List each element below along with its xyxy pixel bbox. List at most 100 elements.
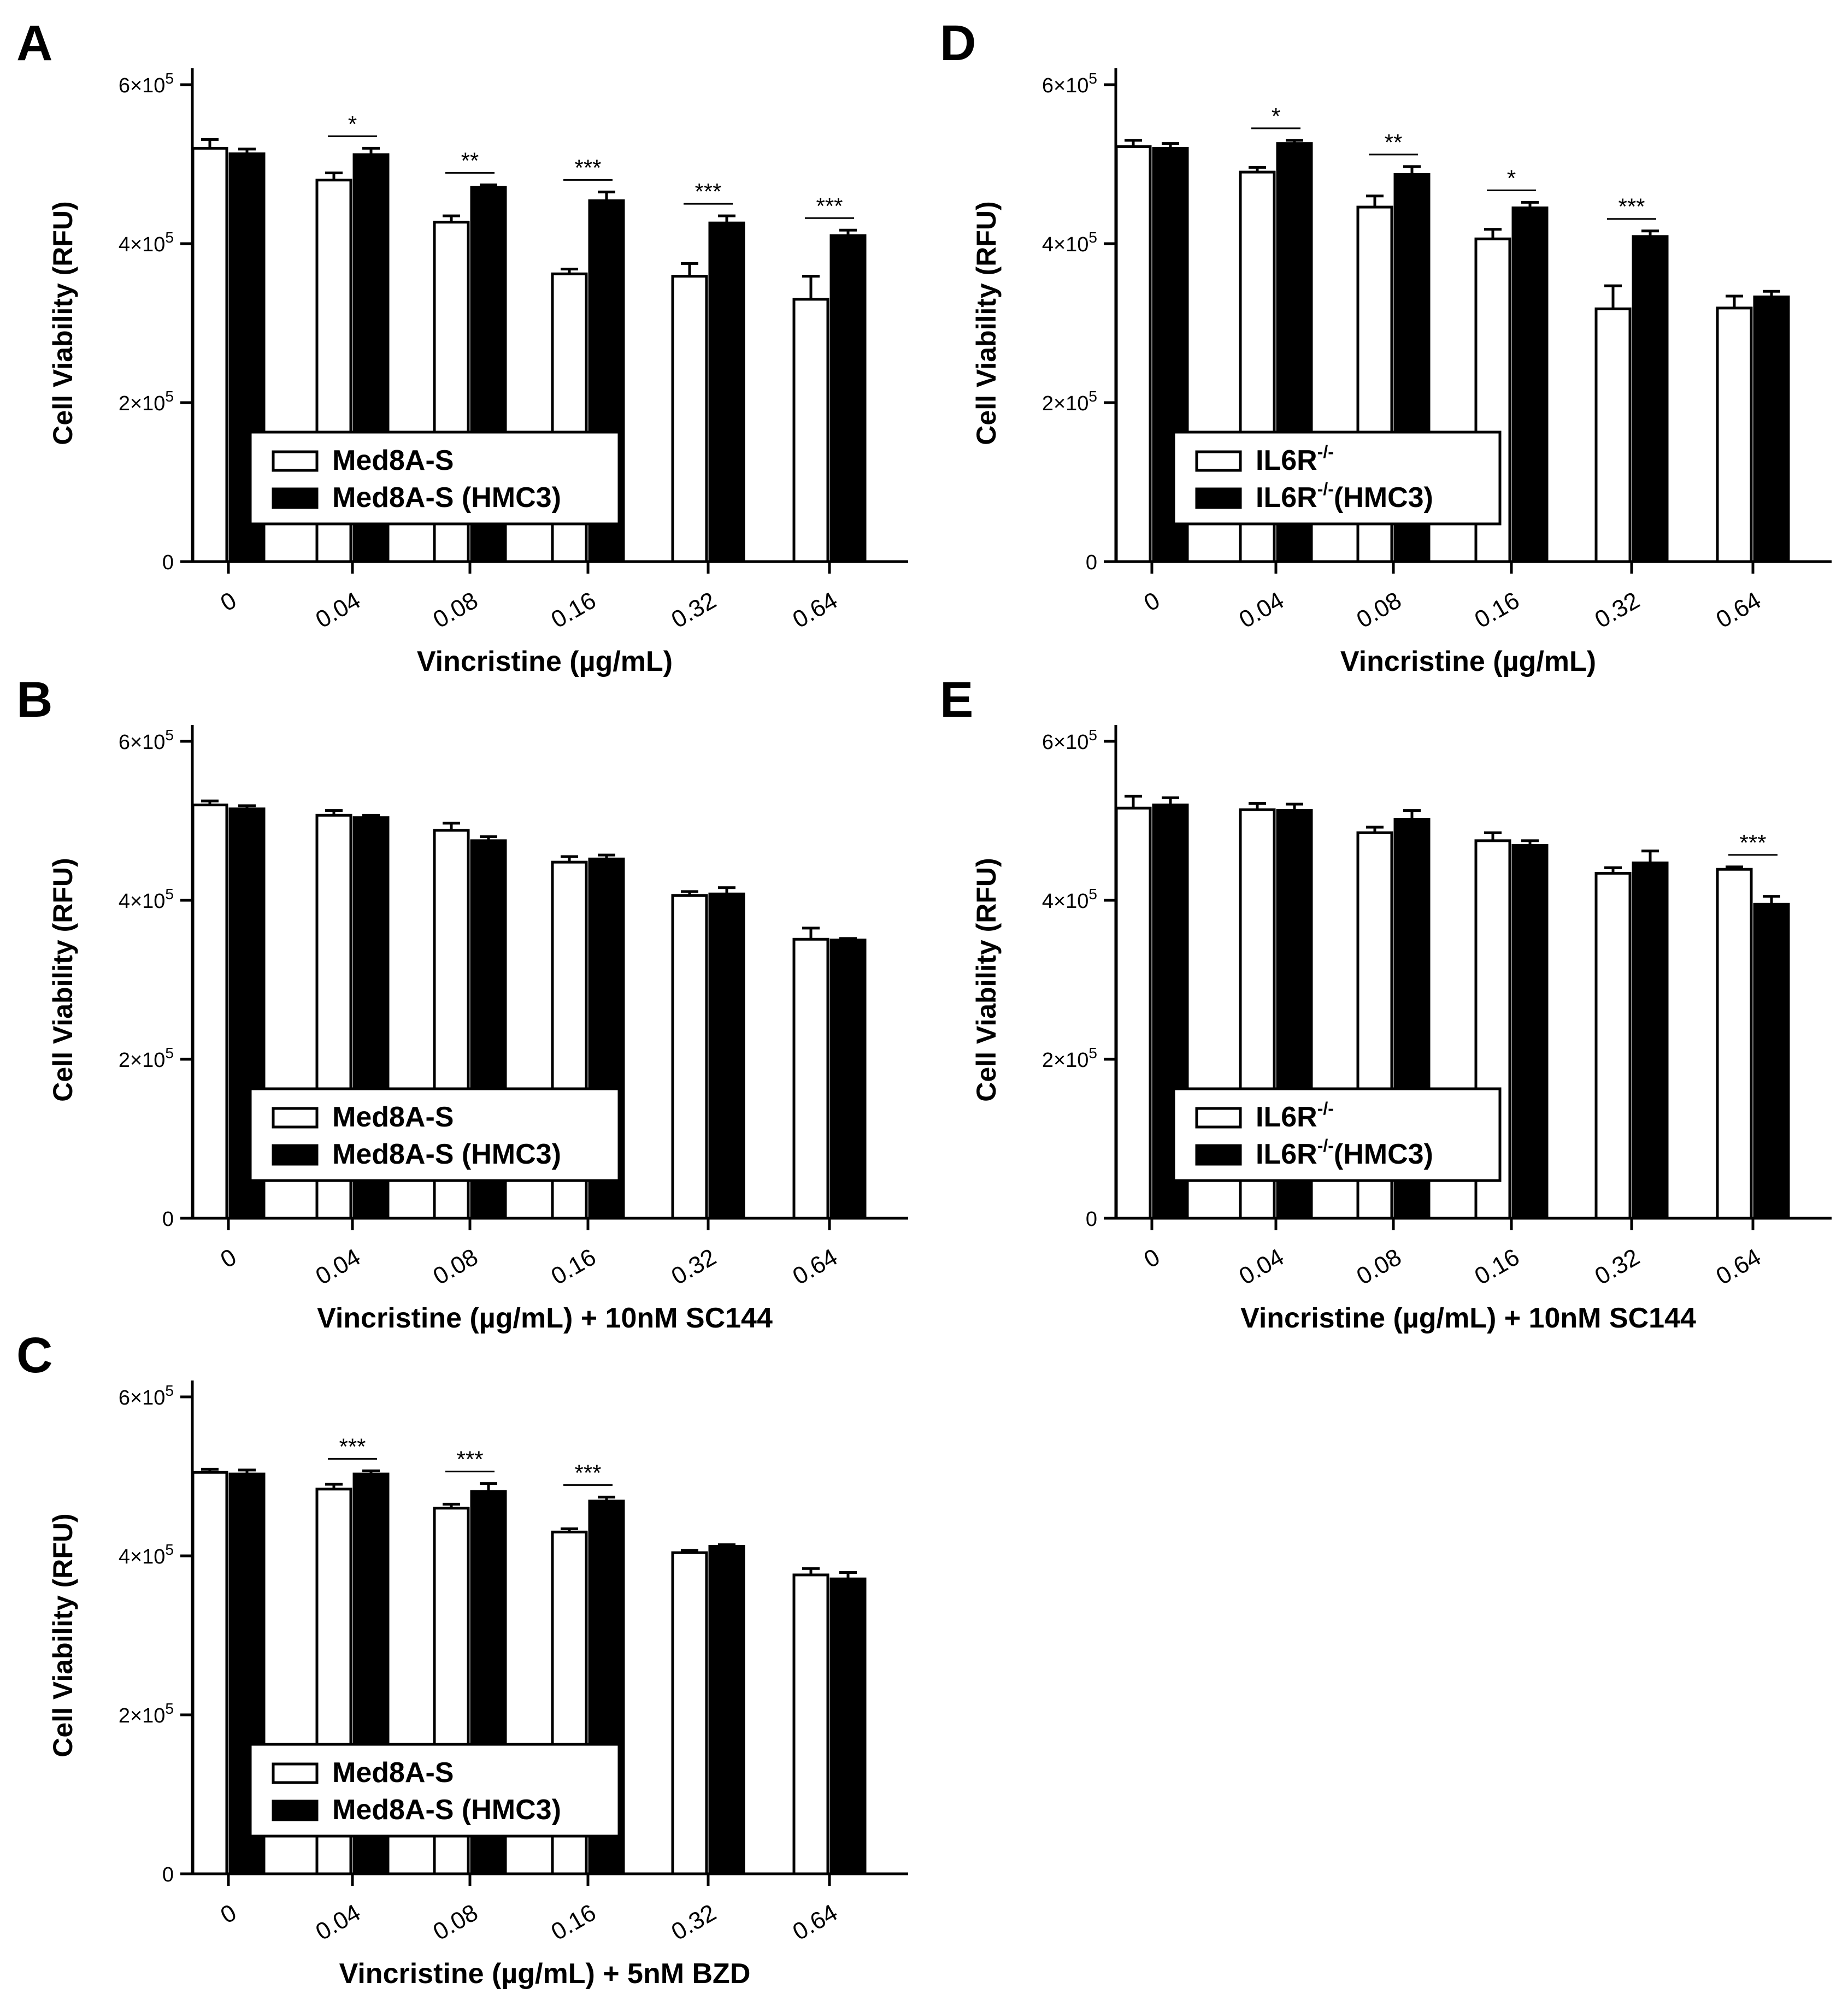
legend-name: Med8A-S (HMC3)	[332, 1138, 561, 1170]
y-tick-exponent: 5	[165, 1541, 174, 1558]
x-tick-label: 0.04	[311, 587, 365, 633]
x-axis-label: Vincristine (µg/mL)	[417, 646, 673, 677]
bar	[191, 1471, 228, 1875]
panel-letter: B	[16, 672, 52, 728]
y-axis-label: Cell Viability (RFU)	[971, 201, 1002, 445]
y-axis-label: Cell Viability (RFU)	[48, 1513, 78, 1757]
bar	[829, 234, 867, 563]
x-tick-label: 0.04	[1234, 1243, 1288, 1290]
significance-label: ***	[1739, 830, 1766, 856]
y-tick-text: 2×10	[119, 392, 166, 415]
bar	[191, 803, 228, 1220]
y-tick-text: 0	[162, 551, 174, 574]
y-tick-label: 6×105	[119, 1382, 174, 1409]
x-tick-label: 0.08	[428, 1243, 482, 1290]
legend: Med8A-S Med8A-S (HMC3)	[249, 430, 621, 526]
bar	[1632, 862, 1669, 1220]
significance-label: ***	[339, 1433, 366, 1459]
y-tick-label: 6×105	[1042, 70, 1097, 97]
x-tick-label: 0.04	[311, 1899, 365, 1945]
legend: Med8A-S Med8A-S (HMC3)	[249, 1743, 621, 1838]
x-tick-label: 0.64	[1711, 587, 1765, 633]
x-axis-label: Vincristine (µg/mL) + 5nM BZD	[339, 1958, 751, 1990]
y-tick-exponent: 5	[165, 229, 174, 246]
x-tick-label: 0.08	[1352, 587, 1406, 633]
panel-letter: E	[940, 672, 973, 728]
bar	[1115, 806, 1152, 1220]
legend-swatch	[1195, 1144, 1242, 1166]
legend-superscript: -/-	[1317, 1136, 1334, 1155]
legend-name: Med8A-S	[332, 1757, 454, 1789]
legend-swatch	[272, 450, 319, 472]
legend-name: Med8A-S	[332, 445, 454, 476]
y-axis-label: Cell Viability (RFU)	[971, 858, 1002, 1101]
x-tick-label: 0.04	[311, 1243, 365, 1290]
y-tick-label: 2×105	[119, 1045, 174, 1072]
significance-label: ***	[695, 179, 721, 204]
bar	[1716, 306, 1753, 563]
x-tick-label: 0.04	[1234, 587, 1288, 633]
x-tick-label: 0	[216, 1899, 241, 1929]
y-tick-label: 0	[162, 551, 174, 574]
y-tick-label: 4×105	[119, 886, 174, 913]
legend-swatch	[272, 1800, 319, 1821]
legend-swatch	[272, 1144, 319, 1166]
bar	[829, 939, 867, 1220]
bar	[829, 1577, 867, 1875]
y-tick-text: 0	[1086, 551, 1097, 574]
bar	[1716, 868, 1753, 1220]
legend-label: Med8A-S	[332, 1101, 454, 1133]
legend-superscript: -/-	[1317, 479, 1334, 499]
legend-swatch	[272, 1107, 319, 1129]
significance-label: ***	[574, 1460, 601, 1485]
y-tick-text: 6×10	[119, 731, 166, 754]
x-tick-label: 0.32	[667, 1243, 721, 1290]
y-tick-label: 0	[1086, 1208, 1097, 1231]
legend-label: IL6R-/-	[1256, 1099, 1334, 1133]
bar	[792, 1573, 829, 1875]
y-tick-exponent: 5	[165, 388, 174, 405]
significance-label: ***	[816, 193, 843, 219]
legend-swatch	[272, 487, 319, 509]
y-tick-text: 4×10	[119, 890, 166, 913]
bar	[1115, 145, 1152, 563]
legend-name: Med8A-S (HMC3)	[332, 482, 561, 514]
significance-label: **	[461, 148, 479, 173]
y-tick-exponent: 5	[1088, 886, 1097, 902]
y-tick-text: 6×10	[119, 74, 166, 97]
bar	[191, 146, 228, 563]
legend: IL6R-/-IL6R-/-(HMC3)	[1172, 430, 1502, 526]
y-tick-label: 6×105	[119, 70, 174, 97]
y-tick-label: 2×105	[119, 1700, 174, 1727]
x-tick-label: 0.32	[1590, 1243, 1644, 1290]
x-tick-label: 0.32	[667, 587, 721, 633]
legend-superscript: -/-	[1317, 1099, 1334, 1118]
legend-superscript: -/-	[1317, 442, 1334, 462]
legend-name: Med8A-S	[332, 1101, 454, 1133]
legend-suffix: (HMC3)	[1334, 1138, 1433, 1170]
legend-label: Med8A-S (HMC3)	[332, 1138, 561, 1170]
legend-label: Med8A-S	[332, 1757, 454, 1789]
y-tick-text: 6×10	[1042, 74, 1089, 97]
x-tick-label: 0.08	[1352, 1243, 1406, 1290]
y-tick-exponent: 5	[165, 1700, 174, 1717]
legend-label: Med8A-S	[332, 445, 454, 476]
bar	[708, 221, 745, 563]
legend-name: IL6R	[1256, 1101, 1317, 1133]
y-tick-label: 4×105	[119, 229, 174, 256]
x-tick-label: 0	[1139, 587, 1164, 617]
bar	[1511, 207, 1549, 563]
x-tick-label: 0.64	[788, 1899, 842, 1945]
significance-label: *	[1507, 165, 1516, 191]
x-tick-label: 0.64	[788, 587, 842, 633]
bar	[1753, 902, 1790, 1220]
x-axis-label: Vincristine (µg/mL) + 10nM SC144	[1240, 1302, 1696, 1334]
y-tick-exponent: 5	[165, 1045, 174, 1061]
bar	[1594, 872, 1632, 1220]
significance-label: ***	[574, 155, 601, 180]
